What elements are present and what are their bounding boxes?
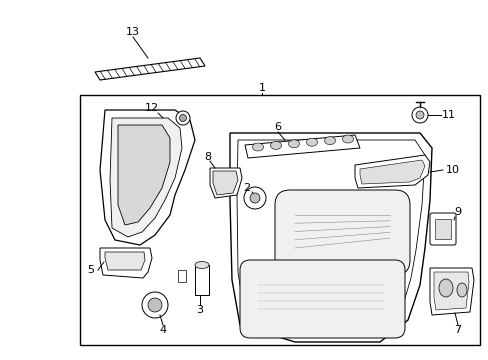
Polygon shape [110, 118, 182, 237]
Polygon shape [433, 272, 468, 310]
Polygon shape [354, 155, 429, 188]
Bar [178, 270, 185, 282]
Bar [80, 95, 479, 345]
Polygon shape [213, 171, 238, 195]
Ellipse shape [324, 136, 335, 145]
Ellipse shape [195, 261, 208, 269]
Ellipse shape [342, 135, 353, 143]
Text: 6: 6 [274, 122, 281, 132]
Polygon shape [105, 252, 145, 270]
Circle shape [244, 187, 265, 209]
Text: 5: 5 [87, 265, 94, 275]
FancyBboxPatch shape [274, 190, 409, 275]
Circle shape [148, 298, 162, 312]
Text: 8: 8 [204, 152, 211, 162]
Text: 1: 1 [258, 83, 265, 93]
Text: 2: 2 [243, 183, 250, 193]
Polygon shape [100, 248, 152, 278]
Text: 12: 12 [144, 103, 159, 113]
Polygon shape [95, 58, 204, 80]
Text: 13: 13 [126, 27, 140, 37]
Circle shape [179, 114, 186, 122]
Circle shape [415, 111, 423, 119]
Ellipse shape [252, 143, 263, 151]
Bar [195, 265, 208, 295]
Ellipse shape [438, 279, 452, 297]
Ellipse shape [270, 141, 281, 149]
Text: 9: 9 [453, 207, 461, 217]
Text: 4: 4 [159, 325, 166, 335]
Text: 10: 10 [445, 165, 459, 175]
Ellipse shape [306, 138, 317, 146]
Circle shape [176, 111, 190, 125]
Polygon shape [429, 268, 473, 315]
Polygon shape [229, 133, 431, 342]
Text: 11: 11 [441, 110, 455, 120]
Text: 7: 7 [453, 325, 461, 335]
Circle shape [249, 193, 260, 203]
Circle shape [142, 292, 168, 318]
Circle shape [411, 107, 427, 123]
Polygon shape [100, 110, 195, 245]
FancyBboxPatch shape [429, 213, 455, 245]
FancyBboxPatch shape [240, 260, 404, 338]
Ellipse shape [288, 140, 299, 148]
Polygon shape [118, 125, 170, 225]
Text: 3: 3 [196, 305, 203, 315]
Polygon shape [244, 135, 359, 158]
Bar [434, 219, 450, 239]
Polygon shape [209, 168, 242, 198]
Ellipse shape [456, 283, 466, 297]
Polygon shape [359, 160, 424, 184]
